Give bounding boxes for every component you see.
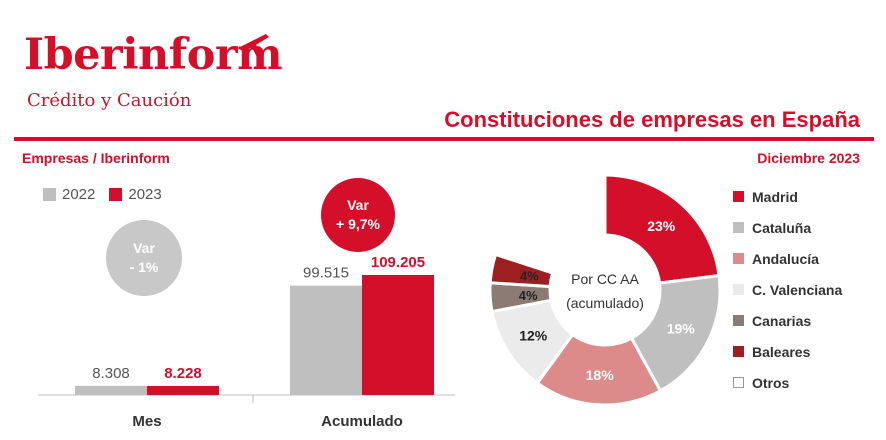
legend-item-otros: Otros [733, 367, 842, 398]
donut-center-label-2: (acumulado) [566, 295, 644, 311]
data-label-2023-acumulado: 109.205 [371, 254, 425, 271]
var-badge-mes-line2: - 1% [129, 259, 159, 275]
left-subtitle: Empresas / Iberinform [22, 150, 170, 166]
donut-center-label-1: Por CC AA [571, 271, 639, 287]
legend-swatch-c-valenciana [733, 284, 744, 295]
legend-item-c-valenciana: C. Valenciana [733, 274, 842, 305]
slice-catalu-a [629, 273, 722, 393]
bar-2022-mes [75, 385, 147, 395]
legend-item-canarias: Canarias [733, 305, 842, 336]
slice-label-andaluc-a: 18% [586, 367, 615, 383]
donut-legend: Madrid Cataluña Andalucía C. Valenciana Cana… [733, 181, 842, 398]
logo-tagline: Crédito y Caución [27, 90, 192, 111]
legend-item-andaluc-a: Andalucía [733, 243, 842, 274]
slice-label-c-valenciana: 12% [519, 328, 548, 344]
legend-swatch-2023 [109, 188, 123, 201]
slice-otros [493, 173, 607, 275]
legend-label-canarias: Canarias [752, 312, 812, 329]
var-badge-acumulado-line1: Var [347, 197, 369, 214]
legend-label-catalu-a: Cataluña [752, 219, 812, 236]
slice-madrid [603, 173, 721, 285]
data-label-2022-mes: 8.308 [92, 365, 130, 382]
legend-swatch-baleares [733, 346, 744, 357]
legend-label-c-valenciana: C. Valenciana [752, 281, 843, 298]
data-label-2022-acumulado: 99.515 [303, 265, 349, 282]
slice-label-canarias: 4% [519, 288, 538, 303]
page-title: Constituciones de empresas en España [444, 107, 860, 132]
slice-label-madrid: 23% [647, 218, 676, 234]
legend-swatch-otros [733, 377, 744, 388]
var-badge-acumulado-line2: + 9,7% [336, 216, 380, 232]
var-badge-mes: Var - 1% [106, 220, 182, 296]
legend-label-otros: Otros [752, 374, 790, 391]
legend-label-2022: 2022 [62, 186, 96, 203]
logo-wordmark: Iberinform [24, 30, 283, 80]
legend-swatch-andaluc-a [733, 253, 744, 264]
legend-label-2023: 2023 [128, 186, 162, 203]
bar-chart: 8.308 8.228 Mes 99.515 109.205 Acumulado [38, 254, 455, 430]
legend-label-andaluc-a: Andalucía [752, 250, 819, 267]
bar-2022-acumulado [290, 285, 362, 395]
legend-item-catalu-a: Cataluña [733, 212, 842, 243]
bar-2023-acumulado [362, 275, 434, 395]
legend-item-baleares: Baleares [733, 336, 842, 367]
donut-chart: 23% 19% 18% 12% 4% 4% Por CC AA (acumulado) [488, 173, 722, 407]
header-divider [14, 137, 874, 141]
plane-logo-icon [238, 34, 269, 59]
legend-label-baleares: Baleares [752, 343, 811, 360]
right-subtitle: Diciembre 2023 [757, 150, 860, 166]
bar-2023-mes [147, 385, 219, 395]
data-label-2023-mes: 8.228 [164, 365, 202, 382]
slice-label-baleares: 4% [520, 269, 539, 284]
var-badge-mes-line1: Var [133, 240, 155, 257]
var-badge-acumulado: Var + 9,7% [321, 178, 395, 252]
x-tick-label-acumulado: Acumulado [321, 413, 403, 430]
legend-item-madrid: Madrid [733, 181, 842, 212]
legend-swatch-canarias [733, 315, 744, 326]
slice-label-catalu-a: 19% [667, 321, 696, 337]
legend-swatch-madrid [733, 191, 744, 202]
legend-swatch-catalu-a [733, 222, 744, 233]
legend-label-madrid: Madrid [752, 188, 798, 205]
bar-legend: 2022 2023 [43, 186, 162, 203]
x-tick-label-mes: Mes [132, 413, 161, 430]
legend-swatch-2022 [43, 188, 56, 201]
